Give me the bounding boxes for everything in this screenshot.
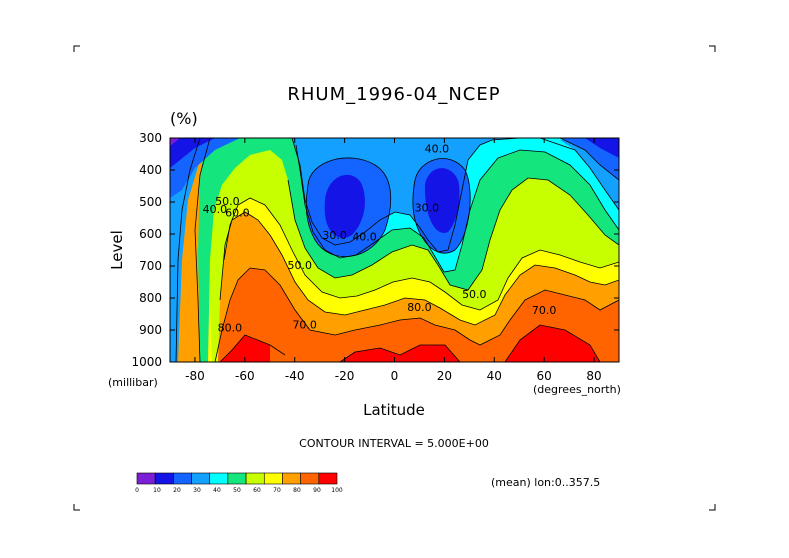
colorbar-label: 0 (135, 487, 139, 494)
contour-label: 60.0 (225, 206, 250, 219)
colorbar-swatch (300, 472, 320, 485)
contour-labels: 40.050.060.080.0 70.030.0 40.050.040.030.0… (203, 142, 557, 334)
colorbar-swatch (318, 472, 338, 485)
colorbar-label: 90 (313, 487, 321, 494)
band-sky (170, 138, 619, 362)
y-tick-label: 300 (139, 131, 162, 145)
x-unit-label: (degrees_north) (533, 383, 621, 396)
colorbar-swatch (245, 472, 265, 485)
colorbar-label: 40 (213, 487, 221, 494)
colorbar-swatch (263, 472, 283, 485)
y-tick-label: 700 (139, 259, 162, 273)
x-tick-label: 80 (586, 369, 601, 383)
contour-label: 30.0 (415, 202, 440, 215)
contour-label: 50.0 (462, 288, 487, 301)
x-tick-label: 40 (487, 369, 502, 383)
x-tick-label: 20 (437, 369, 452, 383)
colorbar-swatch (282, 472, 301, 485)
contour-field (170, 138, 619, 362)
x-axis-title: Latitude (363, 401, 425, 419)
colorbar-label: 20 (173, 487, 181, 494)
colorbar: 0 10 20 30 40 50 60 70 80 90 100 (135, 472, 343, 494)
y-axis-title: Level (108, 230, 126, 270)
x-tick-label: -60 (235, 369, 255, 383)
colorbar-label: 10 (153, 487, 161, 494)
colorbar-label: 60 (253, 487, 261, 494)
y-tick-label: 900 (139, 323, 162, 337)
mean-text: (mean) lon:0..357.5 (491, 476, 600, 489)
y-tick-label: 600 (139, 227, 162, 241)
contour-label: 50.0 (287, 259, 312, 272)
y-tick-label: 500 (139, 195, 162, 209)
colorbar-label: 80 (293, 487, 301, 494)
colorbar-swatch (136, 472, 156, 485)
colorbar-swatch (191, 472, 211, 485)
colorbar-swatch (173, 472, 192, 485)
x-tick-label: -40 (285, 369, 305, 383)
colorbar-label: 100 (331, 487, 343, 494)
units-label: (%) (170, 109, 198, 128)
y-unit-label: (millibar) (108, 376, 158, 389)
contour-label: 50.0 (215, 195, 240, 208)
colorbar-label: 30 (193, 487, 201, 494)
band-purple (170, 138, 180, 146)
y-tick-label: 1000 (131, 355, 162, 369)
y-axis: 300 400 500 600 700 800 900 1000 (131, 131, 619, 369)
contour-interval-text: CONTOUR INTERVAL = 5.000E+00 (299, 437, 489, 450)
contour-label: 40.0 (203, 203, 228, 216)
x-tick-label: -20 (335, 369, 355, 383)
contour-lines (175, 138, 619, 362)
x-axis: -80 -60 -40 -20 0 20 40 60 80 (185, 138, 602, 383)
y-tick-label: 400 (139, 163, 162, 177)
colorbar-label: 70 (273, 487, 281, 494)
band-blue (170, 138, 619, 257)
colorbar-label: 50 (233, 487, 241, 494)
contour-label: 80.0 (407, 301, 432, 314)
contour-label: 70.0 (532, 304, 557, 317)
x-tick-label: 60 (537, 369, 552, 383)
x-tick-label: -80 (185, 369, 205, 383)
chart-title: RHUM_1996-04_NCEP (287, 84, 500, 105)
contour-label: 70.0 (292, 318, 317, 331)
colorbar-swatch (209, 472, 229, 485)
contour-label: 80.0 (218, 322, 243, 335)
contour-label: 40.0 (352, 230, 377, 243)
y-tick-label: 800 (139, 291, 162, 305)
band-green (170, 138, 619, 362)
x-tick-label: 0 (391, 369, 399, 383)
contour-label: 30.0 (322, 229, 347, 242)
colorbar-swatch (227, 472, 247, 485)
contour-label: 40.0 (425, 142, 450, 155)
colorbar-swatch (154, 472, 174, 485)
corner-marks (73, 45, 716, 511)
